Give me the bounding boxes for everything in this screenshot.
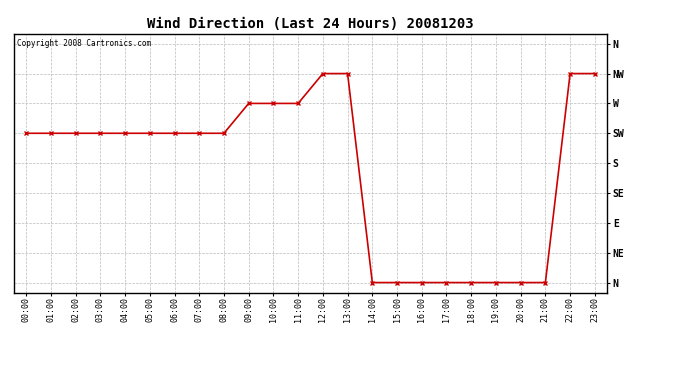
Text: Copyright 2008 Cartronics.com: Copyright 2008 Cartronics.com — [17, 39, 151, 48]
Title: Wind Direction (Last 24 Hours) 20081203: Wind Direction (Last 24 Hours) 20081203 — [147, 17, 474, 31]
